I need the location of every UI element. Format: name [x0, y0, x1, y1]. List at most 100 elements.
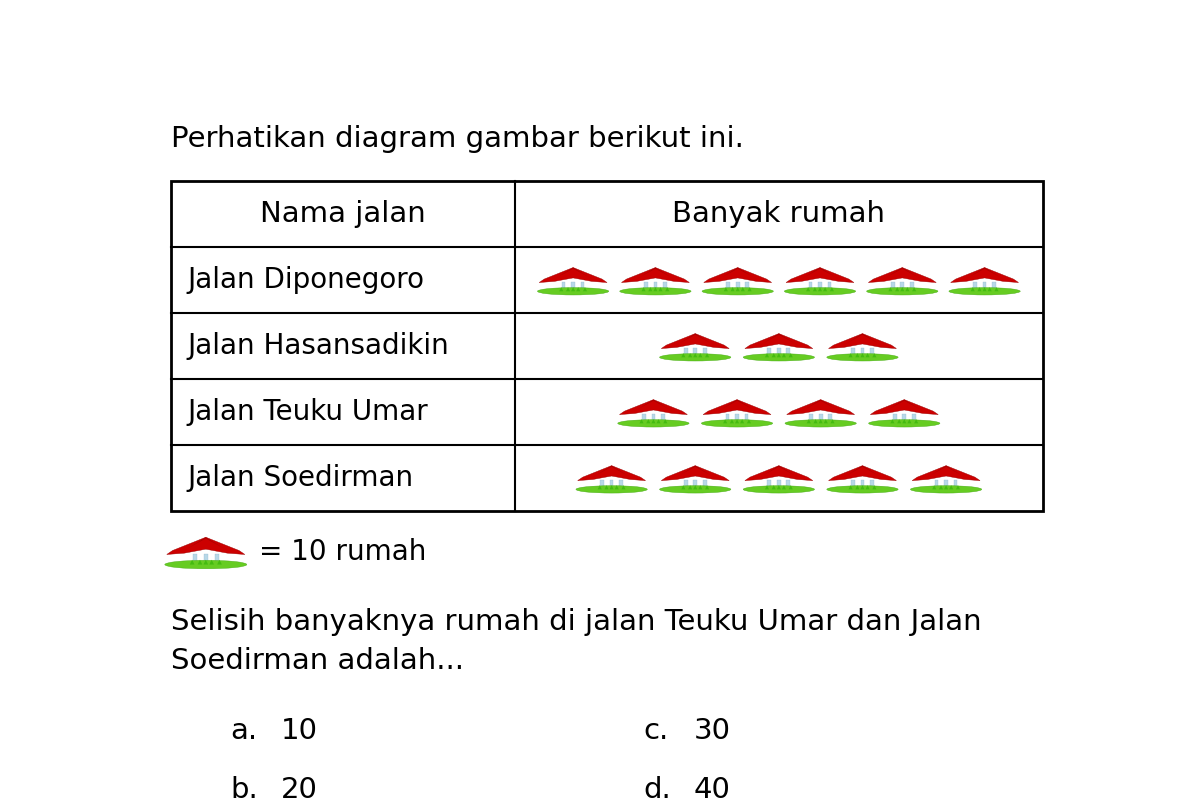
- Polygon shape: [906, 287, 909, 291]
- Polygon shape: [676, 466, 714, 477]
- Polygon shape: [971, 287, 974, 291]
- Bar: [890, 282, 895, 290]
- Polygon shape: [806, 287, 810, 291]
- Ellipse shape: [575, 485, 648, 493]
- Polygon shape: [723, 287, 728, 291]
- Polygon shape: [185, 537, 227, 550]
- Polygon shape: [639, 419, 644, 423]
- Polygon shape: [900, 287, 905, 291]
- Polygon shape: [719, 400, 755, 411]
- Bar: [703, 481, 707, 488]
- Text: Banyak rumah: Banyak rumah: [673, 200, 886, 228]
- Bar: [654, 282, 657, 290]
- Text: 10: 10: [281, 717, 318, 745]
- Ellipse shape: [826, 485, 899, 493]
- Polygon shape: [637, 268, 674, 279]
- Ellipse shape: [538, 287, 609, 295]
- Bar: [900, 282, 905, 290]
- Polygon shape: [204, 560, 208, 565]
- FancyBboxPatch shape: [170, 181, 1043, 511]
- Text: d.: d.: [644, 776, 671, 804]
- Polygon shape: [651, 419, 656, 423]
- Ellipse shape: [618, 420, 689, 427]
- Ellipse shape: [701, 420, 773, 427]
- Polygon shape: [873, 485, 876, 489]
- Polygon shape: [583, 287, 587, 291]
- Polygon shape: [844, 466, 881, 477]
- Polygon shape: [789, 354, 793, 358]
- Ellipse shape: [784, 287, 856, 295]
- Polygon shape: [688, 354, 693, 358]
- Bar: [735, 282, 740, 290]
- Polygon shape: [577, 287, 580, 291]
- Polygon shape: [646, 419, 650, 423]
- Bar: [684, 348, 688, 356]
- Bar: [204, 554, 208, 563]
- Bar: [651, 414, 655, 422]
- Polygon shape: [914, 419, 919, 423]
- Polygon shape: [927, 466, 965, 477]
- Polygon shape: [866, 485, 869, 489]
- Polygon shape: [818, 419, 823, 423]
- Ellipse shape: [948, 287, 1021, 295]
- Polygon shape: [849, 354, 852, 358]
- Polygon shape: [217, 560, 221, 565]
- Polygon shape: [955, 485, 960, 489]
- Polygon shape: [890, 419, 894, 423]
- Polygon shape: [907, 419, 912, 423]
- Polygon shape: [614, 485, 619, 489]
- Bar: [810, 414, 813, 422]
- Polygon shape: [829, 466, 896, 481]
- Ellipse shape: [165, 561, 246, 569]
- Polygon shape: [723, 419, 727, 423]
- Bar: [684, 481, 688, 488]
- Bar: [703, 348, 707, 356]
- Bar: [642, 414, 645, 422]
- Text: 40: 40: [694, 776, 731, 804]
- Polygon shape: [950, 485, 953, 489]
- Bar: [777, 481, 780, 488]
- Polygon shape: [806, 419, 811, 423]
- Polygon shape: [663, 419, 668, 423]
- Polygon shape: [662, 466, 729, 481]
- Ellipse shape: [910, 485, 982, 493]
- Text: 20: 20: [281, 776, 318, 804]
- Bar: [726, 414, 729, 422]
- Bar: [600, 481, 604, 488]
- Polygon shape: [656, 419, 661, 423]
- Ellipse shape: [744, 485, 815, 493]
- Polygon shape: [610, 485, 613, 489]
- Polygon shape: [706, 485, 709, 489]
- Bar: [746, 282, 749, 290]
- Bar: [786, 481, 790, 488]
- Polygon shape: [731, 287, 734, 291]
- Polygon shape: [855, 485, 860, 489]
- Polygon shape: [699, 354, 702, 358]
- Polygon shape: [895, 287, 899, 291]
- Polygon shape: [554, 268, 592, 279]
- Polygon shape: [745, 333, 812, 349]
- Bar: [829, 414, 832, 422]
- Polygon shape: [897, 419, 901, 423]
- Bar: [912, 414, 915, 422]
- Polygon shape: [167, 537, 245, 554]
- Polygon shape: [932, 485, 937, 489]
- Polygon shape: [681, 354, 686, 358]
- Polygon shape: [665, 287, 669, 291]
- Polygon shape: [566, 287, 570, 291]
- Polygon shape: [662, 333, 729, 349]
- Polygon shape: [781, 354, 786, 358]
- Bar: [619, 481, 623, 488]
- Bar: [661, 414, 664, 422]
- Polygon shape: [210, 560, 214, 565]
- Bar: [561, 282, 566, 290]
- Polygon shape: [824, 419, 828, 423]
- Bar: [571, 282, 575, 290]
- Polygon shape: [883, 268, 921, 279]
- Polygon shape: [642, 287, 645, 291]
- Polygon shape: [741, 287, 745, 291]
- Text: Selisih banyaknya rumah di jalan Teuku Umar dan Jalan
Soedirman adalah...: Selisih banyaknya rumah di jalan Teuku U…: [170, 608, 982, 675]
- Polygon shape: [699, 485, 702, 489]
- Bar: [581, 282, 585, 290]
- Bar: [851, 481, 855, 488]
